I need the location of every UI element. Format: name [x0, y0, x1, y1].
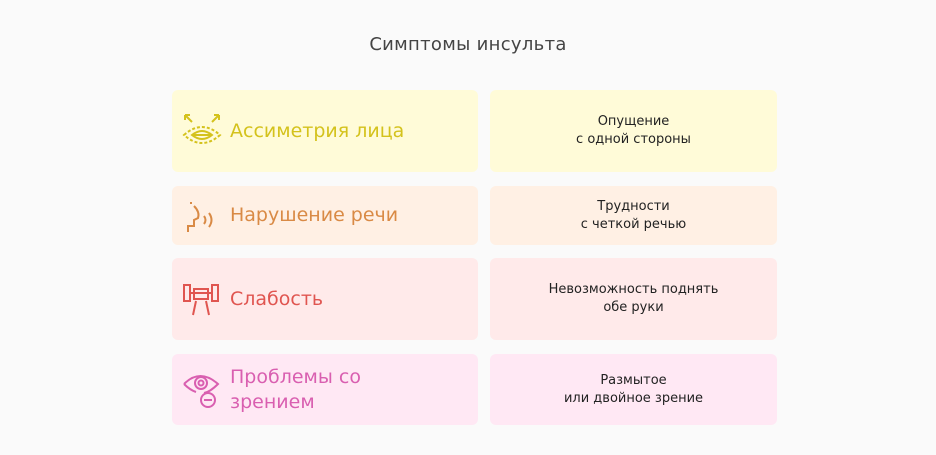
desc-line: Невозможность поднять — [548, 282, 719, 297]
symptom-card-vision: Проблемы со зрением — [172, 354, 478, 425]
speech-icon — [187, 201, 213, 232]
symptom-card-speech: Нарушение речи — [172, 186, 478, 245]
desc-line: с одной стороны — [576, 132, 691, 147]
page-title: Симптомы инсульта — [369, 34, 567, 55]
face-asymmetry-icon — [182, 114, 222, 144]
symptom-desc-card: Размытое или двойное зрение — [490, 354, 777, 425]
dumbbell-arm-icon — [183, 284, 219, 316]
symptom-card-weakness: Слабость — [172, 258, 478, 340]
desc-line: обе руки — [603, 300, 664, 315]
eye-minus-icon — [183, 374, 220, 408]
symptom-label: Нарушение речи — [230, 204, 399, 226]
desc-line: с четкой речью — [580, 216, 687, 232]
label-line: Проблемы со — [230, 365, 361, 388]
desc-line: Опущение — [597, 114, 670, 129]
symptom-label: Проблемы со зрением — [230, 365, 361, 415]
symptom-card-face: Ассиметрия лица — [172, 90, 478, 172]
desc-line: Трудности — [597, 198, 670, 214]
symptom-label: Ассиметрия лица — [230, 119, 405, 142]
label-line: зрением — [230, 390, 315, 413]
symptom-desc-card: Опущение с одной стороны — [490, 90, 777, 172]
symptom-desc-card: Трудности с четкой речью — [490, 186, 777, 245]
symptom-desc-card: Невозможность поднять обе руки — [490, 258, 777, 340]
desc-line: или двойное зрение — [563, 390, 704, 406]
desc-line: Размытое — [600, 372, 667, 388]
symptom-label: Слабость — [230, 287, 324, 310]
